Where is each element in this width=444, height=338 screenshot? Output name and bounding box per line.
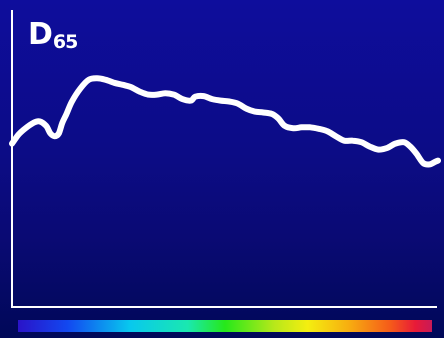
chart-title-subscript: 65 xyxy=(52,31,78,53)
chart-title: D65 xyxy=(28,17,78,53)
series-line-0 xyxy=(9,75,441,168)
series-layer xyxy=(9,75,441,168)
chart-title-main: D xyxy=(28,17,53,52)
spectrum-color-bar xyxy=(18,320,432,332)
